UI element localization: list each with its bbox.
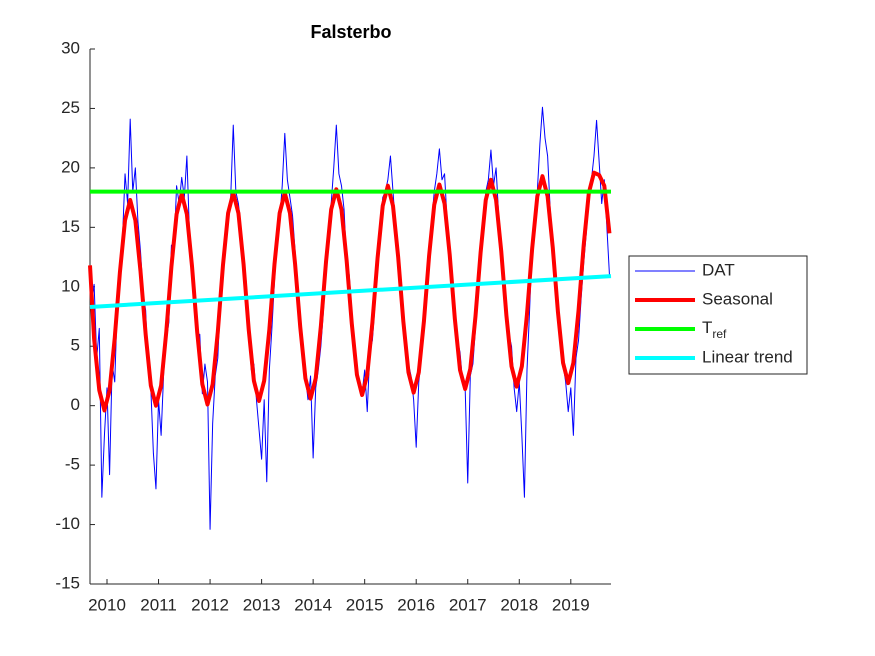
- x-tick-label: 2013: [243, 595, 281, 614]
- legend-label: DAT: [702, 260, 735, 279]
- y-tick-label: 15: [61, 217, 80, 236]
- y-tick-label: -10: [55, 514, 80, 533]
- legend-box: [628, 255, 808, 375]
- legend-label: Tref: [702, 318, 727, 341]
- y-tick-label: -15: [55, 573, 80, 592]
- x-tick-label: 2018: [500, 595, 538, 614]
- x-tick-label: 2012: [191, 595, 229, 614]
- x-tick-label: 2011: [140, 595, 177, 614]
- chart-title: Falsterbo: [310, 22, 391, 42]
- x-tick-label: 2015: [346, 595, 384, 614]
- y-tick-label: 5: [71, 336, 80, 355]
- series-line: [89, 274, 612, 309]
- legend-label: Seasonal: [702, 289, 773, 308]
- y-tick-label: 20: [61, 157, 80, 176]
- x-tick-label: 2017: [449, 595, 487, 614]
- x-tick-label: 2014: [294, 595, 332, 614]
- y-tick-label: 25: [61, 98, 80, 117]
- x-tick-label: 2019: [552, 595, 590, 614]
- y-tick-label: 0: [71, 395, 80, 414]
- legend-label: Linear trend: [702, 347, 793, 366]
- x-tick-label: 2010: [88, 595, 126, 614]
- y-tick-label: 30: [61, 38, 80, 57]
- y-tick-label: 10: [61, 276, 80, 295]
- x-tick-label: 2016: [397, 595, 435, 614]
- y-tick-label: -5: [65, 455, 80, 474]
